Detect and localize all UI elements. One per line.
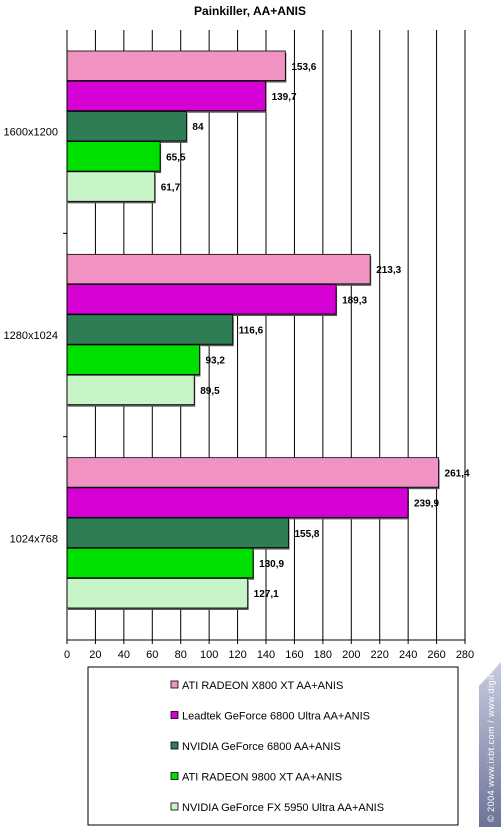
- x-tick-label: 80: [175, 649, 187, 661]
- bar-value-label: 84: [192, 122, 204, 133]
- x-tick-label: 200: [342, 649, 360, 661]
- bar-value-label: 139,7: [272, 92, 297, 103]
- bar: [66, 344, 200, 375]
- bar-value-label: 130,9: [259, 559, 284, 570]
- bar: [66, 171, 156, 202]
- bar-value-label: 127,1: [254, 589, 279, 600]
- bar: [66, 487, 409, 518]
- legend-swatch: [170, 741, 179, 750]
- bar: [66, 578, 249, 609]
- x-tick-label: 280: [456, 649, 474, 661]
- legend-swatch: [170, 680, 179, 689]
- category-label: 1280x1024: [4, 330, 58, 342]
- bar-value-label: 239,9: [414, 499, 439, 510]
- bar: [66, 517, 289, 548]
- bar: [66, 141, 161, 172]
- bar: [66, 111, 187, 142]
- legend-swatch: [170, 711, 179, 719]
- x-tick-label: 180: [314, 649, 332, 661]
- x-tick-label: 60: [146, 649, 158, 661]
- legend-label: ATI RADEON X800 XT AA+ANIS: [182, 680, 343, 692]
- watermark: © 2004 www.ixbt.com / www.digit-life.com: [479, 636, 501, 827]
- bar-value-label: 61,7: [161, 183, 181, 194]
- x-tick-label: 240: [399, 649, 417, 661]
- bar-value-label: 116,6: [239, 325, 264, 336]
- bar-value-label: 65,5: [166, 152, 186, 163]
- legend-label: ATI RADEON 9800 XT AA+ANIS: [182, 772, 342, 784]
- bars: 153,6 139,7 84 65,5 61,7 213,3 189,3 116,6 93,2 8…: [66, 50, 470, 610]
- watermark-band: [479, 662, 501, 827]
- bar-value-label: 155,8: [294, 529, 319, 540]
- category-label: 1600x1200: [4, 127, 58, 139]
- x-tick-label: 40: [118, 649, 130, 661]
- legend-label: Leadtek GeForce 6800 Ultra AA+ANIS: [182, 711, 370, 723]
- legend: ATI RADEON X800 XT AA+ANIS Leadtek GeForc…: [87, 666, 459, 826]
- legend-swatch: [170, 772, 179, 780]
- bar: [66, 547, 254, 579]
- legend-label: NVIDIA GeForce FX 5950 Ultra AA+ANIS: [182, 802, 384, 814]
- bar: [66, 80, 266, 112]
- x-tick-label: 260: [427, 649, 445, 661]
- bar-value-label: 93,2: [205, 356, 225, 367]
- category-label: 1024x768: [10, 533, 58, 545]
- x-tick-label: 220: [371, 649, 389, 661]
- chart-title: Painkiller, AA+ANIS: [194, 4, 306, 18]
- legend-box: [87, 666, 459, 826]
- axes: 1600x1200 1280x1024 1024x768 0 20 40 60 80 100 12…: [4, 30, 474, 661]
- bar-value-label: 89,5: [200, 386, 220, 397]
- x-tick-label: 20: [89, 649, 101, 661]
- bar: [66, 457, 439, 488]
- bar: [66, 253, 371, 285]
- x-tick-label: 140: [257, 649, 275, 661]
- bar-value-label: 213,3: [376, 265, 401, 276]
- bar: [66, 374, 195, 406]
- x-tick-label: 100: [200, 649, 218, 661]
- legend-label: NVIDIA GeForce 6800 AA+ANIS: [182, 741, 341, 753]
- bar-value-label: 189,3: [342, 295, 367, 306]
- bar: [66, 314, 234, 345]
- bar: [66, 284, 337, 315]
- x-tick-label: 120: [228, 649, 246, 661]
- legend-swatch: [170, 802, 179, 811]
- bar-value-label: 153,6: [291, 62, 316, 73]
- x-tick-label: 160: [285, 649, 303, 661]
- bar: [66, 50, 286, 81]
- x-tick-label: 0: [64, 649, 70, 661]
- bar-value-label: 261,4: [445, 468, 470, 479]
- watermark-text: © 2004 www.ixbt.com / www.digit-life.com: [486, 636, 496, 822]
